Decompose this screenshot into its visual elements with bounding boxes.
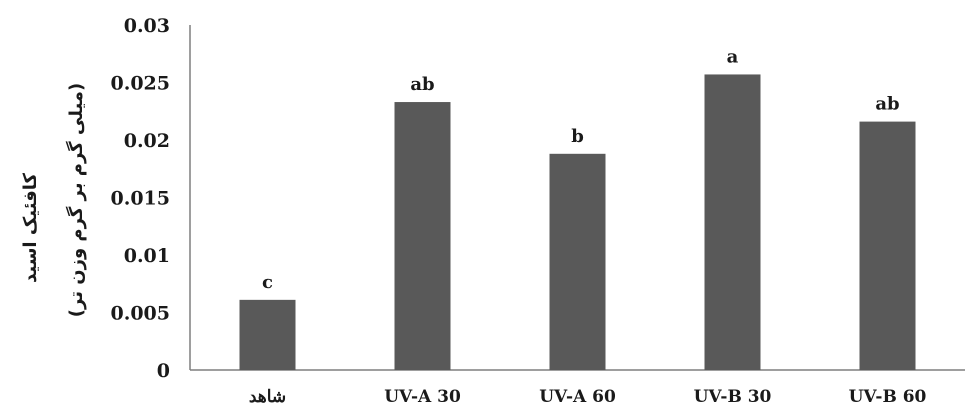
bar (394, 102, 451, 371)
significance-labels: c ab b a ab (262, 46, 900, 292)
significance-letter: a (727, 46, 739, 67)
significance-letter: c (262, 272, 273, 293)
bar (549, 153, 606, 370)
y-tick-label: 0 (157, 360, 170, 382)
significance-letter: ab (875, 94, 899, 115)
y-tick-label: 0.01 (124, 245, 170, 267)
y-tick-label: 0.005 (111, 303, 171, 325)
bar (704, 74, 761, 370)
y-tick-label: 0.025 (111, 73, 171, 95)
x-tick-labels: شاهد UV-A 30 UV-A 60 UV-B 30 UV-B 60 (249, 387, 927, 407)
x-tick-label: UV-B 60 (849, 387, 927, 407)
y-tick-labels: 0 0.005 0.01 0.015 0.02 0.025 0.03 (111, 15, 171, 382)
y-tick-label: 0.02 (124, 130, 170, 152)
x-tick-label: UV-A 30 (384, 387, 461, 407)
x-tick-label: UV-A 60 (539, 387, 616, 407)
bar (859, 121, 916, 370)
y-axis-unit-label: (میلی گرم بر گرم وزن تر) (65, 83, 87, 317)
y-tick-label: 0.03 (124, 15, 170, 37)
y-axis-label: کافئیک اسید (20, 172, 41, 283)
significance-letter: ab (410, 74, 434, 95)
x-tick-label: شاهد (249, 387, 286, 407)
significance-letter: b (571, 126, 584, 147)
bar (239, 299, 296, 370)
y-tick-label: 0.015 (111, 188, 171, 210)
y-axis-unit: (میلی گرم بر گرم وزن تر) (65, 83, 87, 317)
y-axis-title: کافئیک اسید (20, 172, 41, 283)
bars (239, 74, 916, 371)
x-tick-label: UV-B 30 (694, 387, 772, 407)
